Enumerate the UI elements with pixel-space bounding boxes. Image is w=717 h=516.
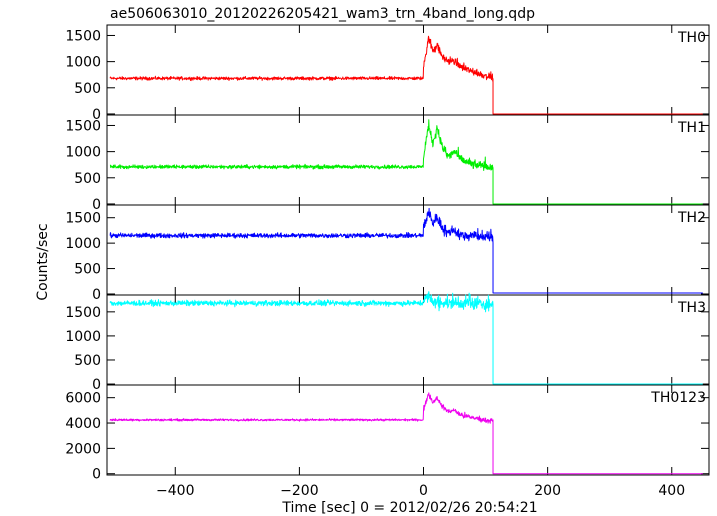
y-tick-label-TH1-1000: 1000	[65, 145, 101, 161]
x-tick-label--200: −200	[280, 483, 318, 499]
y-tick-label-TH3-1000: 1000	[65, 329, 101, 345]
panel-frame-TH2	[106, 204, 710, 296]
series-line-TH1	[109, 119, 703, 205]
x-tick-label-400: 400	[658, 483, 685, 499]
series-line-TH3	[109, 291, 703, 385]
series-label-TH0: TH0	[677, 30, 706, 46]
x-axis-label: Time [sec] 0 = 2012/02/26 20:54:21	[281, 500, 537, 516]
x-tick-label--400: −400	[156, 483, 194, 499]
x-tick-label-200: 200	[534, 483, 561, 499]
y-tick-label-TH3-500: 500	[74, 353, 101, 369]
series-label-TH0123: TH0123	[650, 390, 706, 406]
series-label-TH3: TH3	[677, 300, 706, 316]
y-tick-label-TH1-1500: 1500	[65, 118, 101, 134]
y-tick-label-TH0-0: 0	[92, 107, 101, 123]
y-tick-label-TH0-1500: 1500	[65, 28, 101, 44]
series-line-TH0	[109, 35, 703, 115]
y-tick-label-TH0123-4000: 4000	[65, 416, 101, 432]
y-tick-label-TH0123-2000: 2000	[65, 441, 101, 457]
y-tick-label-TH2-1000: 1000	[65, 236, 101, 252]
y-tick-label-TH0-1000: 1000	[65, 55, 101, 71]
series-label-TH1: TH1	[677, 120, 706, 136]
y-tick-label-TH1-0: 0	[92, 197, 101, 213]
y-tick-label-TH0-500: 500	[74, 81, 101, 97]
y-tick-label-TH0123-0: 0	[92, 467, 101, 483]
series-line-TH2	[109, 207, 703, 294]
x-tick-label-0: 0	[419, 483, 428, 499]
series-label-TH2: TH2	[677, 210, 706, 226]
panels-group: 0 500 1000 1500 TH0 0 500 1000 1500 TH1 0 500 1000 15…	[65, 24, 710, 499]
panel-frame-TH3	[106, 294, 710, 386]
y-tick-label-TH3-0: 0	[92, 377, 101, 393]
y-axis-label: Counts/sec	[35, 223, 51, 300]
figure-title: ae506063010_20120226205421_wam3_trn_4ban…	[110, 6, 535, 22]
y-tick-label-TH1-500: 500	[74, 171, 101, 187]
y-tick-label-TH3-1500: 1500	[65, 305, 101, 321]
series-line-TH0123	[109, 392, 703, 475]
panel-frame-TH1	[106, 114, 710, 206]
panel-frame-TH0123	[106, 384, 710, 476]
y-tick-label-TH2-1500: 1500	[65, 211, 101, 227]
y-tick-label-TH0123-6000: 6000	[65, 391, 101, 407]
panel-frame-TH0	[106, 24, 710, 116]
y-tick-label-TH2-500: 500	[74, 262, 101, 278]
y-tick-label-TH2-0: 0	[92, 287, 101, 303]
